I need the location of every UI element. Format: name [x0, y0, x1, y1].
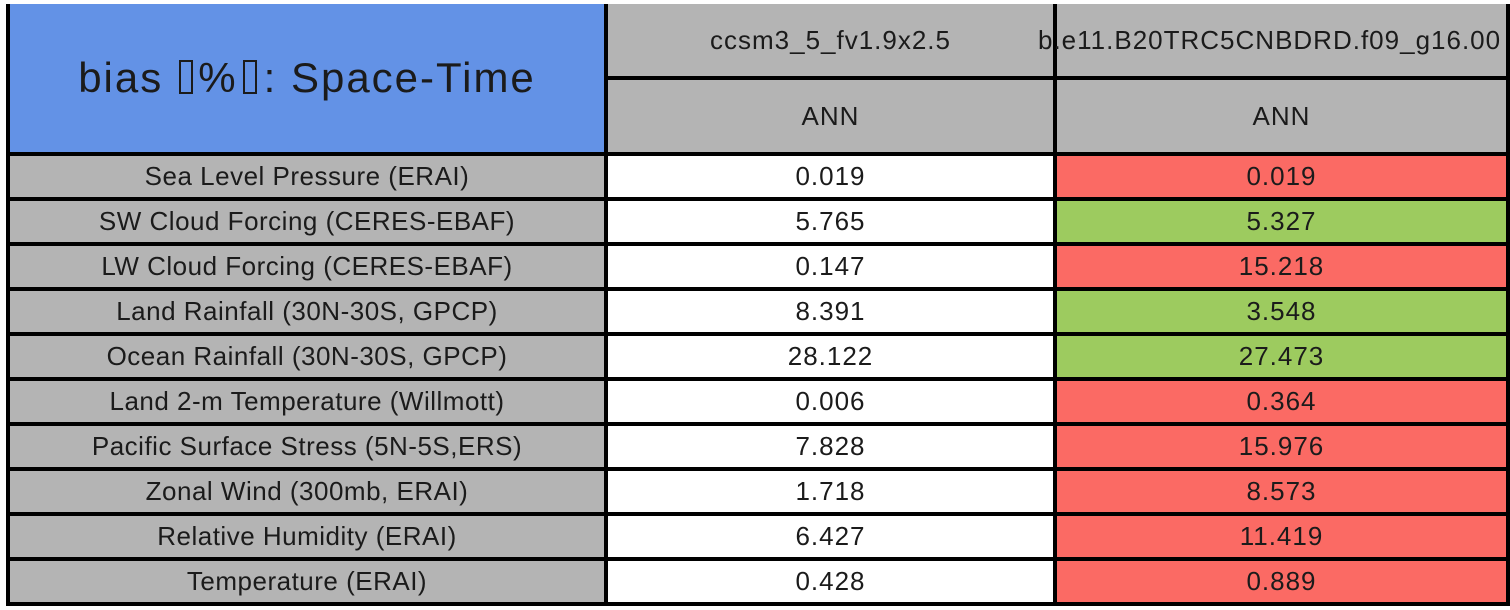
model1-value: 5.765 — [795, 206, 866, 236]
model1-value-cell: 0.428 — [608, 561, 1053, 602]
model2-value: 27.473 — [1238, 341, 1325, 371]
model1-value: 0.428 — [795, 566, 866, 596]
model2-value: 15.976 — [1238, 431, 1325, 461]
model2-season-label: ANN — [1252, 100, 1311, 131]
model2-value: 8.573 — [1246, 476, 1317, 506]
variable-label-cell: LW Cloud Forcing (CERES-EBAF) — [10, 246, 604, 287]
variable-label-cell: Relative Humidity (ERAI) — [10, 516, 604, 557]
model2-value: 3.548 — [1246, 296, 1317, 326]
model2-name-header: b.e11.B20TRC5CNBDRD.f09_g16.00 — [1038, 4, 1506, 76]
variable-label: Pacific Surface Stress (5N-5S,ERS) — [91, 431, 523, 461]
model1-value-cell: 0.019 — [608, 156, 1053, 197]
bias-metrics-table: bias% : Space-Time ccsm3_5_fv1.9x2.5 b.e1… — [6, 4, 1510, 606]
title-scope-label: : Space-Time — [263, 54, 536, 101]
variable-label: Land Rainfall (30N-30S, GPCP) — [116, 296, 498, 326]
variable-label: Zonal Wind (300mb, ERAI) — [145, 476, 469, 506]
model1-value-cell: 7.828 — [608, 426, 1053, 467]
variable-label-cell: Land Rainfall (30N-30S, GPCP) — [10, 291, 604, 332]
model1-value-cell: 0.006 — [608, 381, 1053, 422]
table-title-cell: bias% : Space-Time — [10, 4, 604, 152]
model1-value: 8.391 — [795, 296, 866, 326]
model1-value-cell: 5.765 — [608, 201, 1053, 242]
variable-label-cell: Temperature (ERAI) — [10, 561, 604, 602]
model2-value-cell: 8.573 — [1057, 471, 1506, 512]
model2-season-header: ANN — [1057, 80, 1506, 152]
variable-label: Sea Level Pressure (ERAI) — [144, 161, 470, 191]
variable-label-cell: Zonal Wind (300mb, ERAI) — [10, 471, 604, 512]
variable-label: Ocean Rainfall (30N-30S, GPCP) — [106, 341, 508, 371]
model2-value-cell: 0.364 — [1057, 381, 1506, 422]
title-metric-label: bias — [78, 54, 164, 101]
model2-value-cell: 0.019 — [1057, 156, 1506, 197]
variable-label: SW Cloud Forcing (CERES-EBAF) — [98, 206, 516, 236]
variable-label-cell: Ocean Rainfall (30N-30S, GPCP) — [10, 336, 604, 377]
model1-name-label: ccsm3_5_fv1.9x2.5 — [709, 24, 951, 55]
table-title: bias% : Space-Time — [78, 54, 536, 102]
model1-value-cell: 1.718 — [608, 471, 1053, 512]
variable-label: LW Cloud Forcing (CERES-EBAF) — [101, 251, 513, 281]
model1-value: 0.147 — [795, 251, 866, 281]
model1-season-label: ANN — [801, 100, 860, 131]
model1-value: 6.427 — [795, 521, 866, 551]
variable-label-cell: Sea Level Pressure (ERAI) — [10, 156, 604, 197]
model1-season-header: ANN — [608, 80, 1053, 152]
model2-value: 0.019 — [1246, 161, 1317, 191]
model1-value: 0.019 — [795, 161, 866, 191]
model1-value-cell: 0.147 — [608, 246, 1053, 287]
model2-value-cell: 11.419 — [1057, 516, 1506, 557]
variable-label: Relative Humidity (ERAI) — [157, 521, 457, 551]
model2-value-cell: 0.889 — [1057, 561, 1506, 602]
model2-value: 0.364 — [1246, 386, 1317, 416]
model2-value-cell: 15.976 — [1057, 426, 1506, 467]
model1-value-cell: 6.427 — [608, 516, 1053, 557]
model2-value-cell: 3.548 — [1057, 291, 1506, 332]
title-unit-label: % — [198, 54, 238, 101]
model1-value: 0.006 — [795, 386, 866, 416]
variable-label-cell: Pacific Surface Stress (5N-5S,ERS) — [10, 426, 604, 467]
variable-label-cell: SW Cloud Forcing (CERES-EBAF) — [10, 201, 604, 242]
model2-name-label: b.e11.B20TRC5CNBDRD.f09_g16.00 — [1038, 24, 1502, 55]
model2-value: 0.889 — [1246, 566, 1317, 596]
variable-label: Temperature (ERAI) — [186, 566, 428, 596]
model1-value: 28.122 — [787, 341, 874, 371]
model1-name-header: ccsm3_5_fv1.9x2.5 — [608, 4, 1053, 76]
right-white-bracket-glyph — [242, 60, 257, 94]
model1-value-cell: 28.122 — [608, 336, 1053, 377]
model2-value: 15.218 — [1238, 251, 1325, 281]
left-white-bracket-glyph — [179, 60, 194, 94]
model1-value-cell: 8.391 — [608, 291, 1053, 332]
model2-value-cell: 27.473 — [1057, 336, 1506, 377]
variable-label: Land 2-m Temperature (Willmott) — [109, 386, 505, 416]
model1-value: 7.828 — [795, 431, 866, 461]
model2-value: 5.327 — [1246, 206, 1317, 236]
variable-label-cell: Land 2-m Temperature (Willmott) — [10, 381, 604, 422]
model2-value: 11.419 — [1239, 521, 1324, 551]
model2-value-cell: 5.327 — [1057, 201, 1506, 242]
model1-value: 1.718 — [795, 476, 866, 506]
model2-value-cell: 15.218 — [1057, 246, 1506, 287]
